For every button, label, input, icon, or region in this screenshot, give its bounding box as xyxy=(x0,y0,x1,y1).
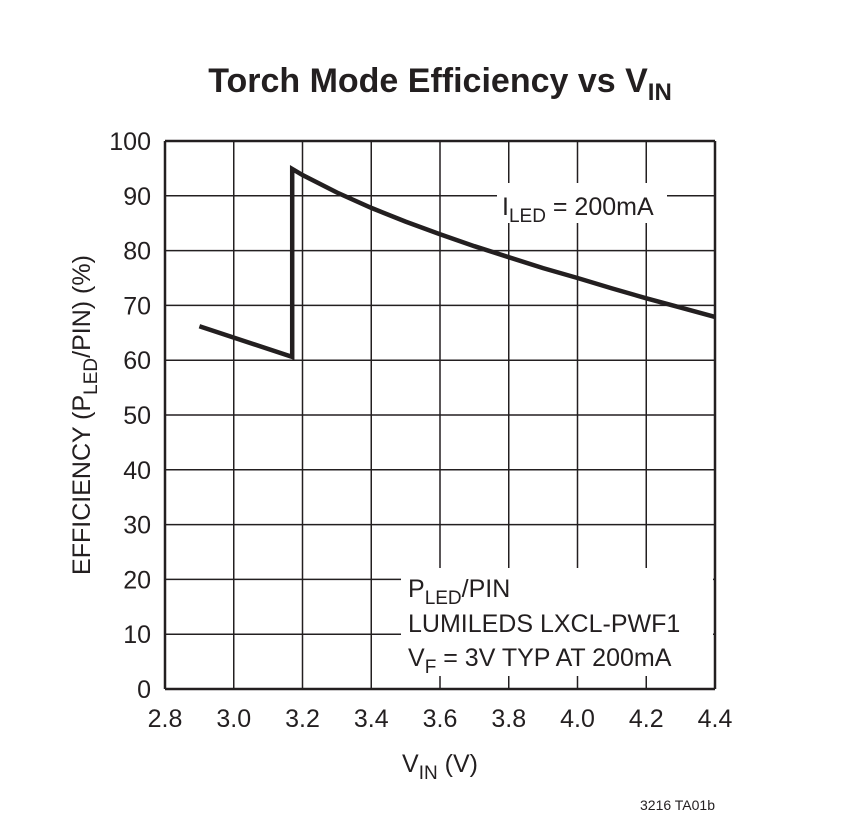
y-axis-label: EFFICIENCY (PLED/PIN) (%) xyxy=(68,255,102,575)
y-tick-label: 30 xyxy=(123,512,151,540)
x-tick-label: 4.2 xyxy=(629,705,664,733)
x-tick-label: 2.8 xyxy=(148,705,183,733)
chart-title: Torch Mode Efficiency vs VIN xyxy=(208,62,672,106)
legend-line-3: VF = 3V TYP AT 200mA xyxy=(408,644,672,678)
x-tick-label: 3.6 xyxy=(423,705,458,733)
iled-label-bg xyxy=(497,183,667,223)
y-tick-label: 10 xyxy=(123,621,151,649)
x-tick-label: 4.0 xyxy=(560,705,595,733)
grid xyxy=(163,139,717,691)
y-tick-label: 80 xyxy=(123,238,151,266)
series-line xyxy=(198,164,716,361)
y-tick-label: 90 xyxy=(123,183,151,211)
iled-annotation: ILED = 200mA xyxy=(502,193,654,227)
footnote: 3216 TA01b xyxy=(640,797,715,813)
y-tick-label: 60 xyxy=(123,347,151,375)
y-tick-label: 70 xyxy=(123,292,151,320)
x-tick-label: 3.2 xyxy=(285,705,320,733)
y-tick-label: 0 xyxy=(137,676,151,704)
x-tick-label: 3.0 xyxy=(216,705,251,733)
legend-line-1: PLED/PIN xyxy=(408,575,510,609)
y-tick-label: 50 xyxy=(123,402,151,430)
y-tick-label: 20 xyxy=(123,566,151,594)
tick-labels: 2.8 3.0 3.2 3.4 3.6 3.8 4.0 4.2 4.4 0 10 20 30 40 50 60… xyxy=(109,128,732,733)
x-tick-label: 3.8 xyxy=(491,705,526,733)
y-tick-label: 100 xyxy=(109,128,151,156)
legend-bg xyxy=(401,568,713,676)
legend-line-2: LUMILEDS LXCL-PWF1 xyxy=(408,610,680,638)
x-axis-label: VIN (V) xyxy=(402,750,478,784)
y-tick-label: 40 xyxy=(123,457,151,485)
x-tick-label: 4.4 xyxy=(698,705,733,733)
x-tick-label: 3.4 xyxy=(354,705,389,733)
